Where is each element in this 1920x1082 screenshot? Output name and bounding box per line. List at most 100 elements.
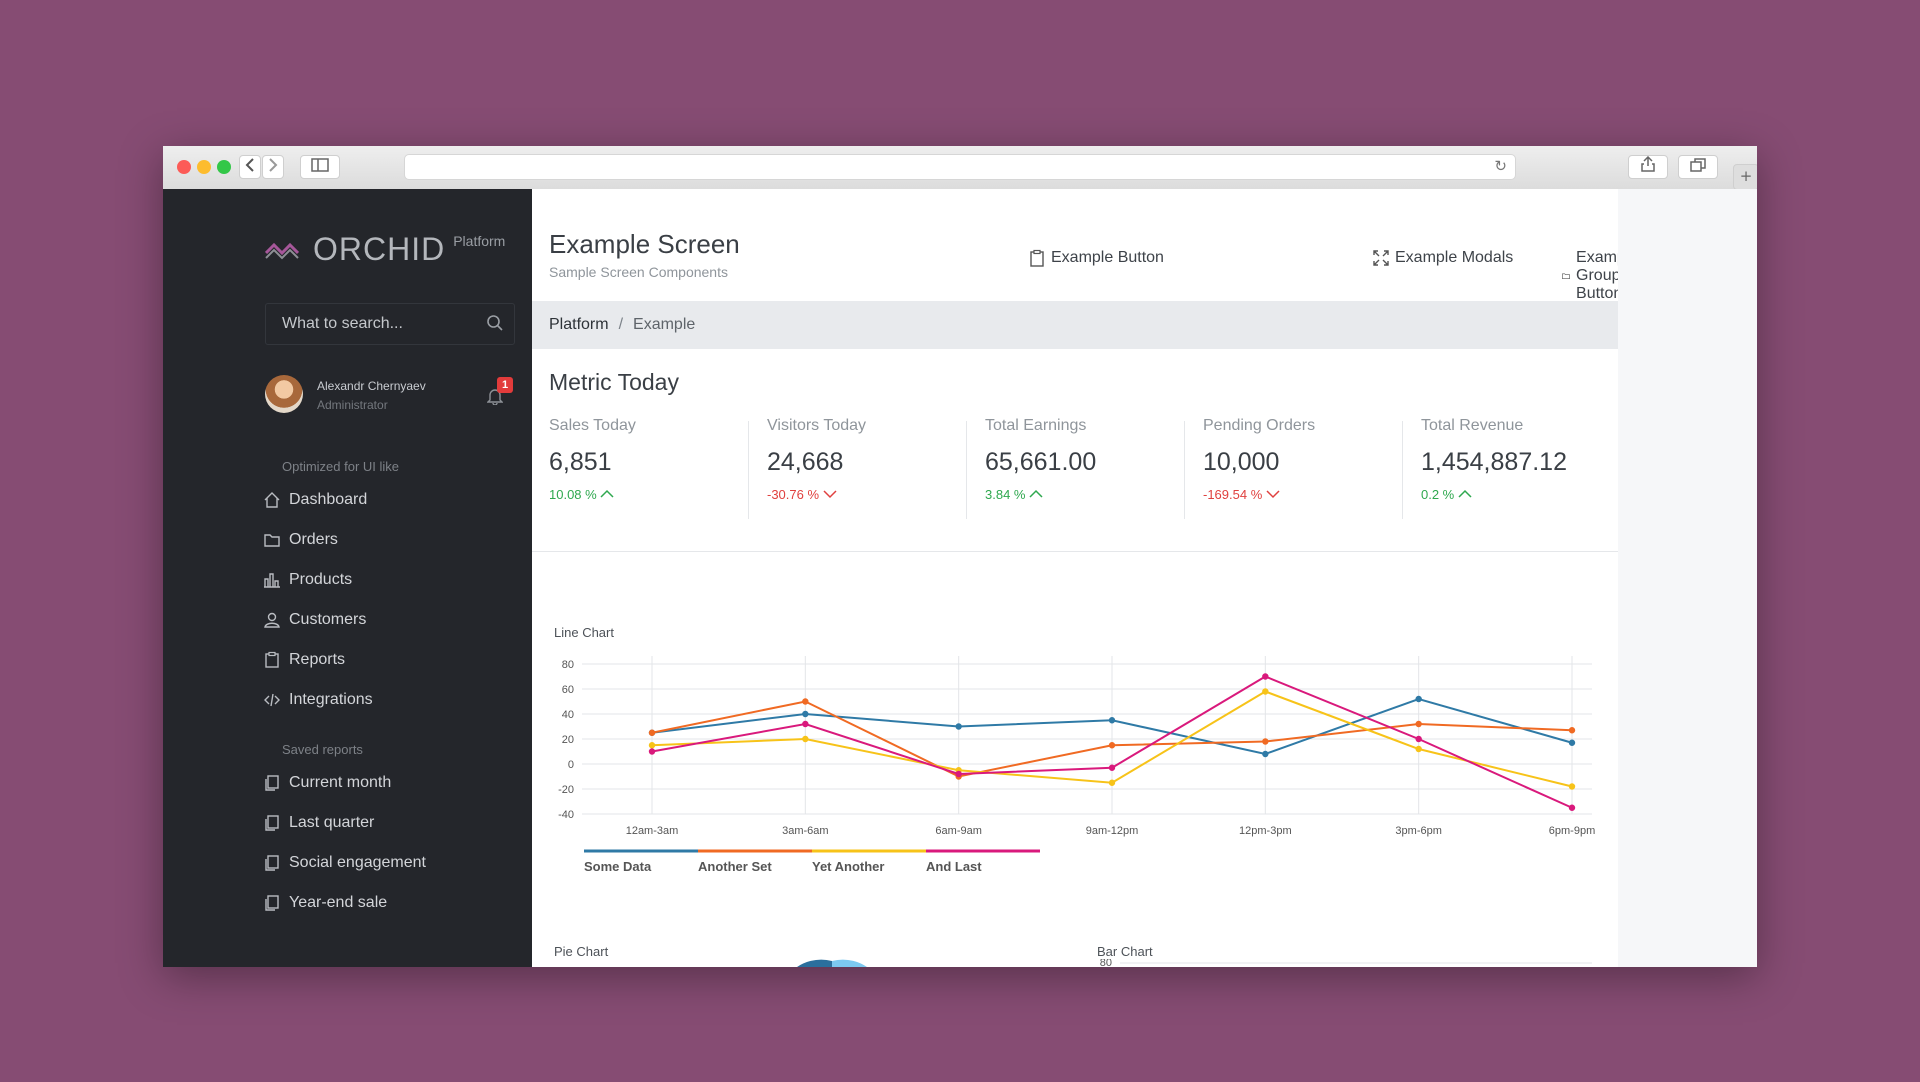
reload-icon[interactable]: ↻ [1494,157,1507,175]
search-icon[interactable] [486,314,504,332]
metric-total-revenue: Total Revenue 1,454,887.12 0.2 % [1421,417,1618,521]
sidebar-item-products[interactable]: Products [263,565,352,595]
sidebar-item-integrations[interactable]: Integrations [263,685,373,715]
sidebar-icon [311,158,329,172]
metric-sales-today: Sales Today 6,851 10.08 % [549,417,749,521]
data-point [802,698,809,705]
y-tick-label: 40 [562,709,574,721]
pie-chart [797,959,867,967]
sidebar-report-year-end-sale[interactable]: Year-end sale [263,888,387,918]
metric-change-value: 10.08 % [549,487,597,502]
sidebar-report-current-month[interactable]: Current month [263,768,391,798]
metric-pending-orders: Pending Orders 10,000 -169.54 % [1203,417,1403,521]
user-profile[interactable]: Alexandr Chernyaev Administrator 1 [265,375,515,419]
logo[interactable]: ORCHID Platform [265,231,505,268]
tabs-button[interactable] [1678,155,1718,179]
search-placeholder: What to search... [282,315,403,332]
metric-divider [966,421,967,519]
sidebar-toggle-button[interactable] [300,155,340,179]
trend-up-icon [1458,489,1472,498]
metric-label: Total Earnings [985,417,1087,434]
data-point [1415,720,1422,728]
data-point [1568,804,1576,811]
clipboard-icon [265,651,279,668]
metric-change-value: -30.76 % [767,487,820,502]
logo-subtitle: Platform [453,233,506,249]
pie-chart-title: Pie Chart [554,944,609,959]
metric-label: Pending Orders [1203,417,1316,434]
share-button[interactable] [1628,155,1668,179]
right-panel [1618,189,1757,967]
data-point [648,748,656,755]
breadcrumb-separator: / [618,316,624,333]
back-button[interactable] [239,155,261,179]
copy-icon [265,895,279,911]
data-point [1568,739,1576,746]
close-window-button[interactable] [177,160,191,174]
example-group-button[interactable]: Example Group Button [1562,249,1618,303]
data-point [955,723,962,730]
sidebar-item-label: Dashboard [289,491,368,508]
sidebar-item-orders[interactable]: Orders [263,525,338,555]
legend-label: And Last [926,859,982,874]
data-point [1262,673,1269,680]
forward-button[interactable] [262,155,284,179]
y-tick-label: 0 [568,759,574,771]
sidebar-item-customers[interactable]: Customers [263,605,366,635]
metric-visitors-today: Visitors Today 24,668 -30.76 % [767,417,967,521]
data-point [648,742,656,749]
example-modals-button[interactable]: Example Modals [1373,249,1513,267]
example-button[interactable]: Example Button [1029,249,1164,267]
y-tick-label: 60 [562,684,574,696]
metric-change: 10.08 % [549,487,614,502]
avatar[interactable] [265,375,303,413]
trend-up-icon [600,489,614,498]
sidebar-item-label: Integrations [289,691,373,708]
x-tick-label: 3am-6am [782,825,828,837]
data-point [1262,738,1269,745]
orchid-logo-icon [265,242,299,260]
pie-slice [832,959,867,967]
trend-down-icon [1266,490,1280,499]
sidebar-report-social-engagement[interactable]: Social engagement [263,848,426,878]
sidebar-item-label: Orders [289,531,338,548]
metric-change: -30.76 % [767,487,837,502]
data-point [1262,688,1269,695]
home-icon [264,492,280,508]
metric-change-value: 3.84 % [985,487,1026,502]
breadcrumb: Platform / Example [532,301,1618,349]
menu-section-label: Optimized for UI like [282,459,400,474]
data-point [1108,779,1116,786]
expand-icon [1373,250,1389,266]
sidebar-item-label: Social engagement [289,854,426,871]
maximize-window-button[interactable] [217,160,231,174]
example-group-button-label: Example Group Button [1576,249,1618,302]
metric-change-value: -169.54 % [1203,487,1263,502]
sidebar-item-label: Last quarter [289,814,375,831]
metric-value: 24,668 [767,448,844,476]
breadcrumb-root[interactable]: Platform [549,316,609,333]
notification-badge: 1 [497,377,513,393]
example-modals-label: Example Modals [1395,249,1514,266]
copy-icon [265,855,279,871]
clipboard-icon [1030,249,1044,267]
trend-down-icon [823,490,837,499]
metric-value: 10,000 [1203,448,1280,476]
y-tick-label: -40 [558,809,574,821]
new-tab-button[interactable]: + [1733,164,1757,190]
x-tick-label: 9am-12pm [1086,825,1139,837]
bar-chart: 80 [1100,959,1592,967]
copy-icon [265,775,279,791]
minimize-window-button[interactable] [197,160,211,174]
sidebar-item-dashboard[interactable]: Dashboard [263,485,367,515]
address-bar[interactable]: ↻ [404,154,1516,180]
sidebar-report-last-quarter[interactable]: Last quarter [263,808,374,838]
sidebar: ORCHID Platform What to search... Alexan… [163,189,662,967]
data-point [648,729,656,736]
metric-label: Sales Today [549,417,636,434]
bar-chart-title: Bar Chart [1097,944,1153,959]
search-input[interactable]: What to search... [265,303,515,345]
legend-label: Another Set [698,859,772,874]
x-tick-label: 12pm-3pm [1239,825,1292,837]
sidebar-item-reports[interactable]: Reports [263,645,345,675]
